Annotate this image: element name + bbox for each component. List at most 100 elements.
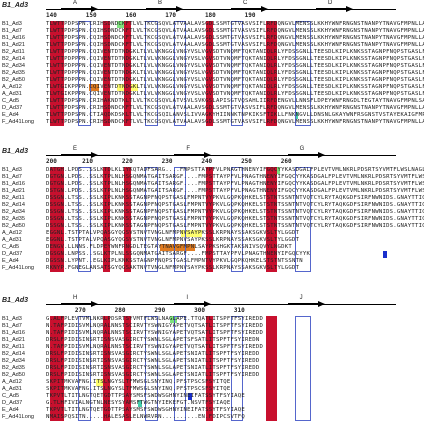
secondary-structure-line bbox=[46, 155, 396, 156]
conserved-column bbox=[266, 316, 277, 421]
similar-column-box bbox=[77, 21, 91, 126]
sequence-row: B1_Ad21 DSTGN.LPDS..SSLKTPLNLHSGQNMATGAIT… bbox=[0, 188, 426, 195]
sequence-row: A_Ad31 TLWTGIKPPPN.CQIVENTDTNDGKLTLVLVKNG… bbox=[0, 91, 426, 98]
reference-label: B1_Ad3 bbox=[2, 148, 29, 155]
sequence-residues: G.ALFPLEVTVMLNKRLPDSRTSYVMTFLWSLNAGLAPE.… bbox=[46, 316, 264, 322]
strand-label: B bbox=[158, 0, 163, 6]
yellow-highlight bbox=[95, 379, 103, 386]
sequence-row: B2_Ad14 DRSLFPIDISINSRTISNSVASGIRCTYSWNLS… bbox=[0, 351, 426, 358]
sequence-residues: NMAISPQSITN.....HALESASLELNWRVRN........… bbox=[46, 414, 245, 420]
sequence-name: B2_Ad35 bbox=[2, 216, 26, 222]
sequence-row: B2_Ad50 DSSGN.LTSS..SSLKIPLKNKSSTAGNPFNQP… bbox=[0, 223, 426, 230]
beta-strand-arrow bbox=[91, 6, 98, 12]
sequence-residues: TLWTTPDPSPN.CRIHSDNDCKFTLVLTKCGSQVLATVAA… bbox=[46, 105, 424, 111]
conserved-column bbox=[266, 167, 277, 272]
sequence-row: F_Ad41Long TLWTTPDPSPN.CRIHSDNDCKFTLVLTKC… bbox=[0, 119, 426, 126]
orange-highlight bbox=[88, 84, 100, 91]
sequence-row: D_Ad37 G.TLHFIVIALNGTNLNESYSYAMSFTWGTNYIE… bbox=[0, 400, 426, 407]
similar-column-box bbox=[77, 316, 91, 421]
sequence-row: A_Ad12 SKPITMKVAFNG.ITSLNGYSLTFMWSGLSNYIN… bbox=[0, 379, 426, 386]
sequence-name: B2_Ad50 bbox=[2, 372, 26, 378]
sequence-residues: DGSGN.LNPSS..SGLKTPLNLSSGQNMATGAITSARGF.… bbox=[46, 251, 311, 257]
sequence-name: A_Ad31 bbox=[2, 91, 22, 97]
sequence-residues: TLWTTPDPSPN.CRIHSDNDCKFTLVLTKCGSQVLATVAA… bbox=[46, 119, 424, 125]
beta-strand-arrow bbox=[91, 301, 98, 307]
sequence-name: C_Ad5 bbox=[2, 244, 20, 250]
sequence-name: D_Ad37 bbox=[2, 251, 23, 257]
sequence-residues: DSSGN.LTSS..SSLKIPLKNKSSTAGNPFNQPSTGASLF… bbox=[46, 195, 424, 201]
sequence-name: B1_Ad3 bbox=[2, 167, 22, 173]
blue-highlight bbox=[383, 251, 387, 258]
sequence-residues: N.TAFPIDISVMLNQRALNNSTSCIRVTYSWNIGYAPETV… bbox=[46, 330, 264, 336]
strand-label: G bbox=[299, 146, 305, 152]
sequence-row: B1_Ad21 DRSLFPIDISINSRTISNSVASGIRCTYSWNLS… bbox=[0, 337, 426, 344]
sequence-name: F_Ad41Long bbox=[2, 414, 35, 420]
sequence-name: A_Ad12 bbox=[2, 84, 22, 90]
sequence-name: E_Ad4 bbox=[2, 407, 19, 413]
sequence-row: B2_Ad14 DSSGN.LTSS..SSLKIPLKNKSSTAGNPFNQP… bbox=[0, 202, 426, 209]
conserved-column bbox=[266, 21, 277, 126]
sequence-row: F_Ad41Long RKNYP.FGNEGLANSATSGYQGSAKTNVTV… bbox=[0, 265, 426, 272]
orange-highlight bbox=[159, 244, 196, 251]
strand-label: H bbox=[73, 295, 78, 301]
sequence-name: B2_Ad34 bbox=[2, 209, 26, 215]
beta-strand-arrow bbox=[317, 301, 325, 307]
sequence-residues: TLWTTPDPSPN.CQIHSDNDCKFTLVLTKCGSQVLATVAA… bbox=[46, 28, 424, 34]
sequence-name: B1_Ad21 bbox=[2, 337, 26, 343]
sequence-row: E_Ad4 DGSSN.LYPNT..EGLKIPLKNKSSTAGNPFNQPS… bbox=[0, 258, 426, 265]
sequence-name: B2_Ad34 bbox=[2, 358, 26, 364]
sequence-name: B2_Ad11 bbox=[2, 344, 25, 350]
strand-label: C bbox=[243, 0, 248, 6]
beta-strand-arrow bbox=[261, 6, 268, 12]
sequence-row: B1_Ad3 G.ALFPLEVTVMLNKRLPDSRTSYVMTFLWSLNA… bbox=[0, 316, 426, 323]
sequence-row: B2_Ad11 N.TAFPIDISVMLNQRALNNSTSCIRVTYSWNI… bbox=[0, 344, 426, 351]
sequence-name: B2_Ad35 bbox=[2, 70, 26, 76]
sequence-residues: SKPITMKVAFNG.ITSLNGYSLTFMWSGLSNYINQ.PFST… bbox=[46, 379, 231, 385]
sequence-residues: DSSGN.LTSS..SSLKIPLKNKSSTAGNPFNQPSTGASLF… bbox=[46, 216, 424, 222]
sequence-name: C_Ad5 bbox=[2, 98, 20, 104]
sequence-residues: DGTGN.LPDS..SSLKTPLNLHSGQNMATGAITSARGF..… bbox=[46, 174, 424, 180]
sequence-residues: TLWTTPDPSPN.CTIAQDKDSKLTLVLTKCGSQILANVSL… bbox=[46, 112, 424, 118]
sequence-name: B1_Ad7 bbox=[2, 28, 22, 34]
sequence-residues: SKPITMKVAFNG.ITSLNGYSLTFMWSGLSNYINQ.PFST… bbox=[46, 386, 231, 392]
sequence-residues: DENGV.LLNNS.FLDPEYWNFRNGDLTEGTAYTNAVGFMP… bbox=[46, 244, 293, 250]
cyan-highlight bbox=[294, 112, 299, 119]
green-highlight bbox=[273, 167, 281, 174]
sequence-row: B1_Ad7 N.TAFPIDISVMLNQRALNNSTSCIRVTYSWNIG… bbox=[0, 323, 426, 330]
sequence-name: B2_Ad14 bbox=[2, 56, 26, 62]
sequence-residues: TLWTTPDPSPN.CQIHSDNDCKFTLVLTKCGSQVLATVAA… bbox=[46, 42, 424, 48]
blue-highlight bbox=[188, 393, 192, 400]
sequence-row: B2_Ad14 TLWTTPDPPPN.CQIVENTDTNDGKLTLVLVKN… bbox=[0, 56, 426, 63]
residue-numbers: 200 210 220 230 240 250 260 bbox=[46, 158, 292, 165]
strand-label: I bbox=[186, 295, 188, 301]
sequence-row: B1_Ad16 DGTGN.LPDS..SSLKTPLNLHSGQNMATGAIT… bbox=[0, 181, 426, 188]
sequence-row: D_Ad37 TLWTTPDPSPN.CRIHSDNDCKFTLVLTKCGSQV… bbox=[0, 105, 426, 112]
conserved-column bbox=[124, 167, 132, 272]
sequence-residues: TLWTTPDPPPN.CQIVENTDTNDGKLTLVLVKNGGLVNGY… bbox=[46, 63, 424, 69]
sequence-row: B2_Ad35 DSSGN.LTSS..SSLKIPLKNKSSTAGNPFNQP… bbox=[0, 216, 426, 223]
similar-column-box bbox=[230, 167, 244, 272]
sequence-row: B1_Ad3 TLWTTPDPSPN.CRIHSDNDCKFTLVLTKCGSQV… bbox=[0, 21, 426, 28]
similar-column-box bbox=[145, 167, 159, 272]
sequence-residues: DRSLFPIDISINSRTISNSVASGIRCTYSWNLSGLAPETS… bbox=[46, 358, 260, 364]
sequence-residues: DSTGN.LPDS..SSLKTPLNLHSGQNMATGAITSARGF..… bbox=[46, 188, 424, 194]
sequence-row: A_Ad31 SKPITMKVAFNG.ITSLNGYSLTFMWSGLSNYIN… bbox=[0, 386, 426, 393]
sequence-name: B1_Ad3 bbox=[2, 21, 22, 27]
sequence-row: B2_Ad50 DRSLFPIDISINSRTISNSVASGIRCTYSWNLS… bbox=[0, 372, 426, 379]
sequence-row: B2_Ad50 TLWTTPDPPPN.CQIVENTDTNDGKLTLVLVKN… bbox=[0, 77, 426, 84]
sequence-residues: N.TAFPIDISVMLNQRALNNSTSCIRVTYSWNIGYAPETV… bbox=[46, 344, 264, 350]
sequence-name: E_Ad4 bbox=[2, 112, 19, 118]
sequence-row: F_Ad41Long NMAISPQSITN.....HALESASLELNWRV… bbox=[0, 414, 426, 421]
sequence-row: B1_Ad7 TLWTTPDPSPN.CQIHSDNDCKFTLVLTKCGSQV… bbox=[0, 28, 426, 35]
sequence-residues: DSSGN.LTSS..SSLKIPLKNKSSTAGNPFNQPSTGASLF… bbox=[46, 223, 424, 229]
beta-strand-bar bbox=[287, 303, 318, 305]
yellow-highlight bbox=[180, 230, 203, 237]
sequence-residues: DGSSN.LYPNT..EGLKIPLKNKSSTAGNPFNQPSTGASL… bbox=[46, 258, 303, 264]
beta-strand-arrow bbox=[317, 152, 325, 158]
secondary-structure-line bbox=[46, 9, 396, 10]
similar-column-box bbox=[294, 167, 311, 272]
sequence-residues: N.TAFPIDISVMLNQRALNNSTSCIRVTYSWNIGYAPETV… bbox=[46, 323, 264, 329]
sequence-row: B1_Ad21 TLWTTPDPSPN.CQIHSDNDCKFTLVLTKCGSQ… bbox=[0, 42, 426, 49]
conserved-column bbox=[49, 21, 64, 126]
sequence-row: B1_Ad16 N.TAFPIDISVMLNQRALNNSTSCIRVTYSWNI… bbox=[0, 330, 426, 337]
